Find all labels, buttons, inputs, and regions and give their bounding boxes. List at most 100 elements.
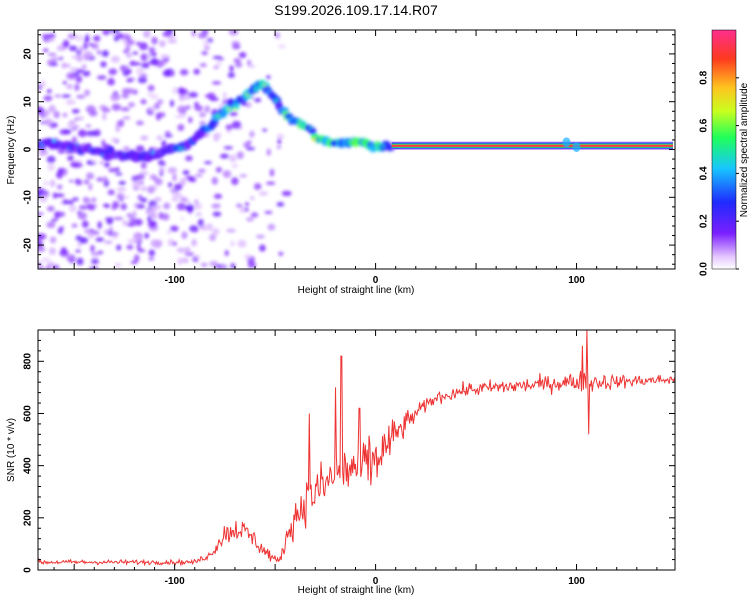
noise-blob — [211, 228, 220, 236]
noise-blob — [130, 260, 138, 265]
ridge-core — [335, 138, 339, 142]
noise-blob — [96, 177, 104, 182]
y-tick-label: 10 — [23, 96, 34, 108]
noise-blob — [140, 99, 147, 105]
noise-blob — [133, 254, 140, 262]
noise-blob — [111, 103, 122, 111]
noise-blob — [131, 175, 136, 180]
noise-blob — [231, 163, 238, 168]
noise-blob — [67, 155, 74, 161]
noise-blob — [91, 197, 97, 203]
noise-blob — [177, 105, 187, 113]
x-tick-label: 0 — [373, 576, 379, 587]
noise-blob — [172, 191, 182, 198]
noise-blob — [83, 50, 93, 59]
noise-blob — [45, 264, 51, 269]
noise-blob — [102, 175, 108, 184]
noise-blob — [148, 47, 156, 52]
noise-blob — [54, 193, 65, 198]
noise-blob — [204, 94, 213, 98]
noise-blob — [89, 228, 95, 234]
noise-blob — [191, 238, 197, 247]
noise-blob — [75, 34, 84, 42]
noise-blob — [159, 54, 169, 58]
noise-blob — [166, 229, 172, 235]
noise-blob — [181, 257, 189, 264]
spectrogram-ylabel: Frequency (Hz) — [6, 116, 17, 185]
noise-blob — [122, 220, 129, 226]
x-tick-label: 0 — [373, 275, 379, 286]
noise-blob — [223, 146, 234, 150]
noise-blob — [68, 179, 75, 183]
noise-blob — [86, 130, 95, 137]
noise-blob — [40, 80, 46, 88]
ridge-core — [52, 139, 56, 143]
noise-blob — [42, 191, 50, 198]
noise-blob — [274, 31, 281, 39]
noise-blob — [244, 254, 252, 260]
noise-blob — [211, 81, 222, 85]
noise-blob — [115, 172, 123, 176]
noise-blob — [83, 179, 90, 185]
noise-blob — [38, 149, 49, 156]
noise-blob — [230, 240, 235, 247]
noise-blob — [206, 223, 213, 231]
noise-blob — [173, 183, 183, 191]
noise-blob — [222, 170, 232, 179]
noise-blob — [49, 179, 56, 188]
noise-blob — [85, 124, 92, 128]
noise-blob — [122, 39, 128, 46]
noise-blob — [167, 238, 175, 247]
colorbar-label: Normalized spectral amplitude — [739, 82, 750, 217]
noise-blob — [212, 55, 223, 60]
noise-blob — [57, 167, 65, 173]
noise-blob — [264, 210, 273, 215]
noise-blob — [171, 197, 180, 202]
noise-blob — [246, 216, 254, 222]
noise-blob — [185, 204, 195, 212]
noise-blob — [72, 197, 79, 202]
noise-blob — [38, 246, 46, 253]
noise-blob — [103, 240, 113, 245]
noise-blob — [144, 232, 150, 239]
noise-blob — [76, 257, 84, 266]
noise-blob — [222, 99, 229, 105]
noise-blob — [211, 176, 219, 185]
noise-blob — [244, 202, 250, 206]
noise-blob — [90, 244, 95, 253]
noise-blob — [276, 133, 285, 140]
noise-blob — [213, 193, 223, 200]
noise-blob — [181, 231, 188, 239]
noise-blob — [195, 105, 204, 112]
noise-blob — [80, 237, 89, 244]
noise-blob — [116, 187, 127, 192]
noise-blob — [146, 54, 152, 59]
noise-blob — [38, 107, 46, 115]
noise-blob — [156, 99, 164, 105]
noise-blob — [136, 67, 145, 76]
noise-blob — [81, 64, 87, 69]
noise-blob — [62, 80, 68, 85]
noise-blob — [61, 94, 71, 98]
noise-blob — [71, 108, 80, 114]
noise-blob — [46, 221, 56, 229]
noise-blob — [96, 75, 107, 80]
noise-blob — [75, 249, 81, 253]
ridge-core — [263, 83, 267, 87]
noise-blob — [121, 92, 129, 99]
noise-blob — [276, 201, 285, 207]
noise-blob — [235, 61, 243, 68]
noise-blob — [139, 170, 149, 176]
noise-blob — [112, 200, 120, 209]
noise-blob — [56, 184, 63, 190]
noise-blob — [46, 155, 56, 164]
y-tick-label: -20 — [23, 237, 34, 252]
noise-blob — [150, 93, 159, 100]
noise-blob — [88, 110, 98, 117]
noise-blob — [204, 161, 212, 165]
noise-blob — [232, 43, 241, 50]
noise-blob — [177, 123, 185, 132]
noise-blob — [109, 226, 114, 231]
noise-blob — [250, 196, 255, 200]
noise-blob — [219, 153, 230, 159]
